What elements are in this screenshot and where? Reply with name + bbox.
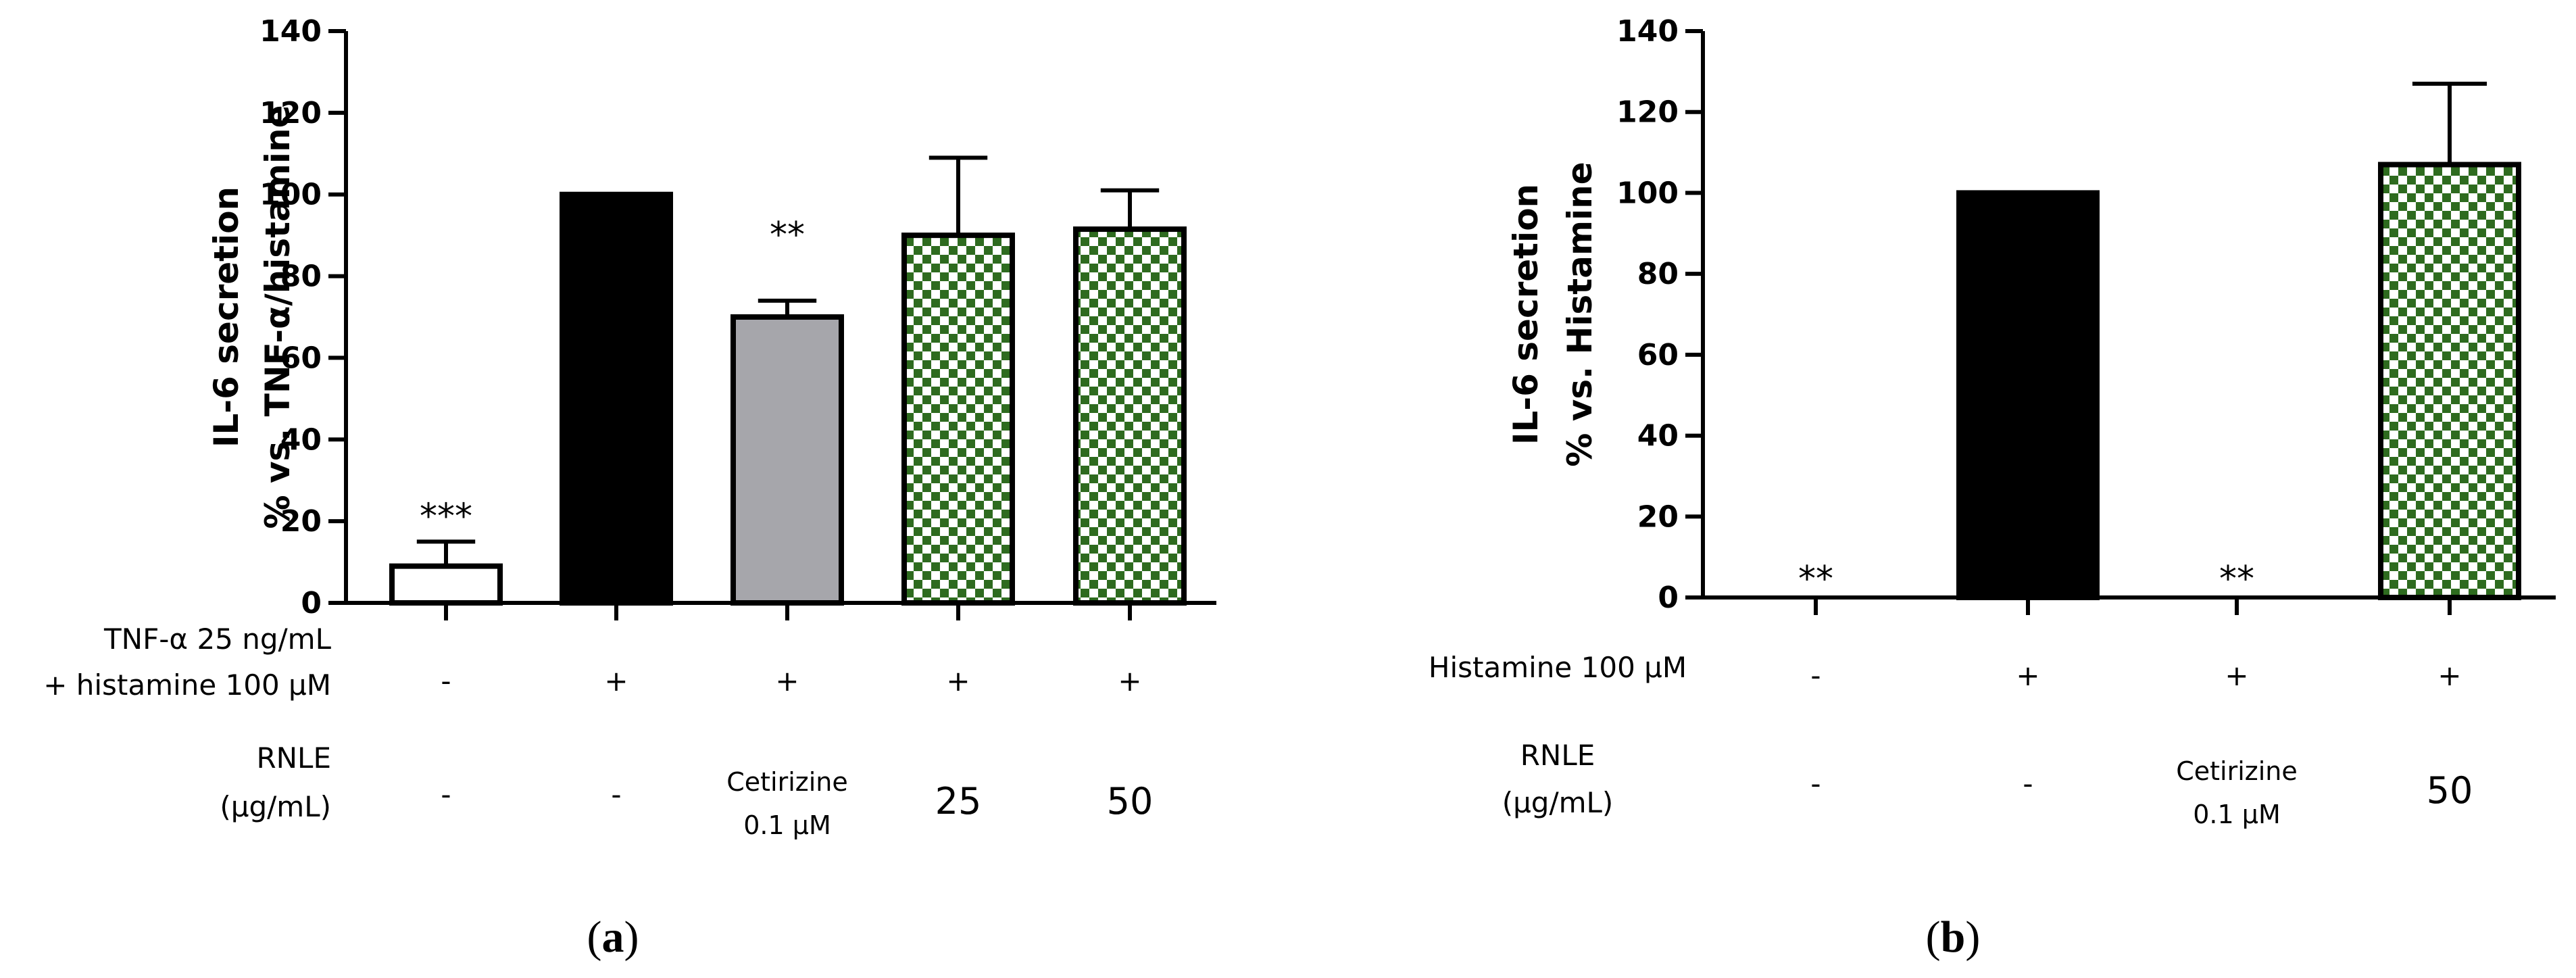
a-bar bbox=[560, 191, 673, 606]
a-condition-value: + bbox=[775, 664, 799, 698]
a-bar bbox=[1073, 226, 1187, 606]
b-y-tick-label: 120 bbox=[1616, 95, 1679, 130]
b-y-tick-label: 80 bbox=[1637, 257, 1679, 291]
a-condition-value: 50 bbox=[1107, 780, 1154, 823]
b-y-tick-label: 0 bbox=[1658, 581, 1679, 615]
a-condition-value: + bbox=[604, 664, 628, 698]
b-condition-label-line2: (μg/mL) bbox=[1502, 786, 1614, 819]
panel-b-chart: 0 20 40 60 80 100 120 140 IL-6 secretion % vs. Hi… bbox=[1429, 14, 2556, 962]
a-bar bbox=[389, 563, 503, 606]
b-condition-value: Cetirizine bbox=[2176, 756, 2298, 786]
b-significance-label: ** bbox=[1798, 559, 1833, 600]
a-condition-label-line2: + histamine 100 μM bbox=[43, 668, 331, 702]
b-condition-value: 0.1 μM bbox=[2193, 800, 2280, 829]
a-condition-label-line2: (μg/mL) bbox=[220, 790, 331, 823]
b-y-tick-label: 100 bbox=[1616, 176, 1679, 210]
a-condition-label-line1: RNLE bbox=[256, 741, 331, 775]
b-condition-value: - bbox=[1810, 659, 1820, 692]
a-condition-value: - bbox=[611, 778, 621, 811]
b-condition-value: + bbox=[2437, 659, 2461, 692]
a-condition-value: 0.1 μM bbox=[743, 810, 831, 840]
a-condition-value: 25 bbox=[935, 780, 982, 823]
a-significance-label: *** bbox=[420, 496, 472, 537]
a-condition-value: + bbox=[1118, 664, 1141, 698]
b-y-tick-label: 60 bbox=[1637, 338, 1679, 372]
a-y-axis-title-line1: IL-6 secretion bbox=[207, 187, 246, 447]
a-y-tick-label: 20 bbox=[280, 504, 322, 539]
b-panel-label: (b) bbox=[1926, 912, 1981, 962]
a-y-tick-label: 40 bbox=[280, 422, 322, 457]
b-condition-label-line1: RNLE bbox=[1520, 739, 1595, 772]
b-bar bbox=[2378, 162, 2521, 600]
a-condition-value: + bbox=[946, 664, 970, 698]
b-significance-label: ** bbox=[2219, 559, 2254, 600]
a-y-axis-title-line2: % vs. TNF-α/histamine bbox=[258, 105, 297, 529]
a-y-tick-label: 60 bbox=[280, 341, 322, 375]
a-bar bbox=[901, 233, 1015, 606]
b-y-axis-title-line2: % vs. Histamine bbox=[1560, 162, 1600, 466]
b-condition-value: 50 bbox=[2427, 769, 2473, 812]
b-condition-value: - bbox=[1810, 767, 1820, 800]
a-y-tick-label: 80 bbox=[280, 260, 322, 294]
b-y-tick-label: 140 bbox=[1616, 14, 1679, 49]
a-y-tick-label: 120 bbox=[259, 96, 322, 130]
a-bar bbox=[730, 314, 844, 606]
a-panel-label: (a) bbox=[587, 912, 639, 962]
a-condition-label-line1: TNF-α 25 ng/mL bbox=[103, 622, 332, 656]
b-condition-value: + bbox=[2016, 659, 2039, 692]
a-condition-value: Cetirizine bbox=[726, 767, 848, 797]
a-y-tick-label: 100 bbox=[259, 178, 322, 212]
b-bar bbox=[1956, 190, 2100, 600]
a-y-tick-label: 0 bbox=[301, 586, 322, 620]
b-condition-value: + bbox=[2225, 659, 2248, 692]
panel-a-chart: 0 20 40 60 80 100 120 140 IL-6 secretion % vs. TN… bbox=[43, 14, 1216, 962]
a-significance-label: ** bbox=[770, 215, 805, 255]
b-y-tick-label: 40 bbox=[1637, 419, 1679, 454]
b-condition-label-line1: Histamine 100 μM bbox=[1429, 651, 1687, 684]
a-y-tick-label: 140 bbox=[259, 14, 322, 49]
b-y-tick-label: 20 bbox=[1637, 499, 1679, 534]
a-condition-value: - bbox=[441, 778, 451, 811]
a-condition-value: - bbox=[441, 664, 451, 698]
b-condition-value: - bbox=[2023, 767, 2033, 800]
b-y-axis-title-line1: IL-6 secretion bbox=[1506, 184, 1545, 445]
